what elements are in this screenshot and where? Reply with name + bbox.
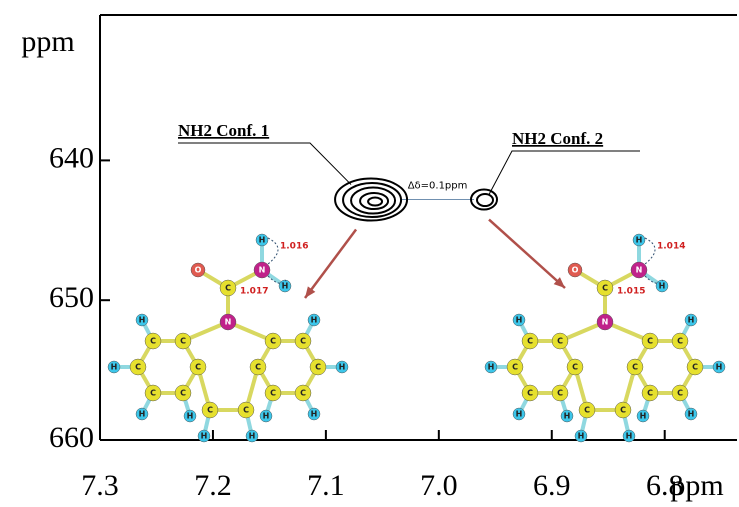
- atom-label: H: [249, 432, 256, 441]
- atom-label: C: [315, 363, 321, 372]
- dashed-arc: [645, 238, 655, 264]
- x-tick-label: 7.2: [194, 469, 232, 502]
- atom-label: H: [516, 316, 523, 325]
- atom-label: N: [225, 318, 232, 327]
- bond-length: 1.015: [617, 287, 645, 297]
- atom-label: H: [139, 316, 146, 325]
- atom-label: H: [626, 432, 633, 441]
- atom-label: H: [688, 410, 695, 419]
- atom-label: C: [527, 388, 533, 397]
- atom-label: C: [632, 363, 638, 372]
- atom-label: C: [557, 388, 563, 397]
- peak-label: NH2 Conf. 2: [512, 129, 603, 148]
- atom-label: C: [527, 337, 533, 346]
- atom-label: C: [677, 388, 683, 397]
- x-tick-label: 6.8: [646, 469, 684, 502]
- atom-label: C: [647, 388, 653, 397]
- molecule: NCONHHCCCCCCCCCCCCCCHHHHHHHHHH1.0141.015: [485, 234, 725, 442]
- atom-label: H: [636, 236, 643, 245]
- atom-label: C: [270, 337, 276, 346]
- leader: [489, 151, 640, 195]
- atom-label: C: [135, 363, 141, 372]
- atom-label: C: [195, 363, 201, 372]
- atom-label: C: [300, 388, 306, 397]
- atom-label: C: [150, 388, 156, 397]
- atom-label: N: [259, 266, 266, 275]
- atom-label: C: [207, 406, 213, 415]
- peak-label: NH2 Conf. 1: [178, 121, 269, 140]
- atom-label: C: [557, 337, 563, 346]
- contour: [368, 198, 382, 206]
- atom-label: H: [311, 410, 318, 419]
- atom-label: H: [111, 363, 118, 372]
- atom-label: C: [180, 388, 186, 397]
- atom-label: C: [572, 363, 578, 372]
- contour: [360, 193, 388, 209]
- atom-label: H: [339, 363, 346, 372]
- atom-label: H: [688, 316, 695, 325]
- arrow: [489, 220, 565, 288]
- atom-label: C: [512, 363, 518, 372]
- atom-label: H: [564, 412, 571, 421]
- atom-label: H: [187, 412, 194, 421]
- y-tick-label: 640: [49, 141, 94, 174]
- atom-label: H: [263, 412, 270, 421]
- bond-length: 1.016: [280, 242, 308, 252]
- y-tick-label: 650: [49, 281, 94, 314]
- y-axis-label: ppm: [21, 25, 74, 58]
- atom-label: C: [243, 406, 249, 415]
- body: ppm ppm 7.37.27.17.06.96.8640650660Δδ=0.…: [0, 0, 739, 507]
- atom-label: H: [578, 432, 585, 441]
- atom-label: C: [602, 284, 608, 293]
- delta-label: Δδ=0.1ppm: [408, 181, 468, 192]
- atom-label: H: [259, 236, 266, 245]
- leader: [178, 143, 351, 185]
- atom-label: O: [195, 266, 202, 275]
- dashed-arc: [268, 238, 278, 264]
- atom-label: C: [584, 406, 590, 415]
- atom-label: C: [225, 284, 231, 293]
- atom-label: C: [677, 337, 683, 346]
- atom-label: C: [150, 337, 156, 346]
- atom-label: H: [311, 316, 318, 325]
- y-tick-label: 660: [49, 421, 94, 454]
- contour: [477, 194, 493, 206]
- atom-label: C: [255, 363, 261, 372]
- atom-label: C: [180, 337, 186, 346]
- atom-label: C: [270, 388, 276, 397]
- atom-label: C: [300, 337, 306, 346]
- x-tick-label: 7.0: [420, 469, 458, 502]
- page: {"chart_data": {"type": "nmr2d", "y_labe…: [0, 0, 739, 507]
- x-tick-label: 6.9: [533, 469, 571, 502]
- bond-length: 1.017: [240, 287, 268, 297]
- x-tick-label: 7.3: [81, 469, 119, 502]
- atom-label: O: [572, 266, 579, 275]
- atom-label: H: [201, 432, 208, 441]
- atom-label: N: [636, 266, 643, 275]
- atom-label: C: [620, 406, 626, 415]
- atom-label: H: [716, 363, 723, 372]
- x-tick-label: 7.1: [307, 469, 345, 502]
- bond-length: 1.014: [657, 242, 685, 252]
- atom-label: H: [488, 363, 495, 372]
- arrow: [305, 230, 356, 298]
- atom-label: H: [139, 410, 146, 419]
- atom-label: H: [640, 412, 647, 421]
- atom-label: N: [602, 318, 609, 327]
- atom-label: C: [692, 363, 698, 372]
- atom-label: H: [516, 410, 523, 419]
- chart: ppm ppm 7.37.27.17.06.96.8640650660Δδ=0.…: [0, 0, 739, 507]
- atom-label: C: [647, 337, 653, 346]
